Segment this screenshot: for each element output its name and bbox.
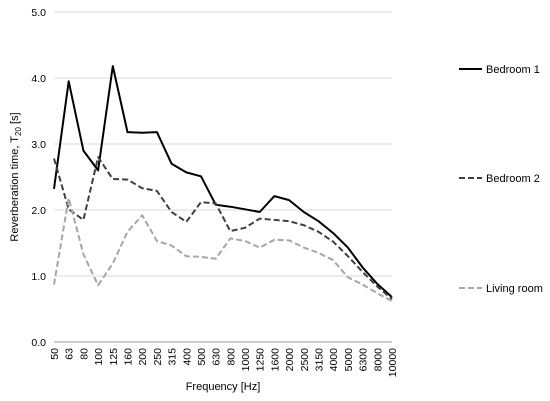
gridlines [54, 11, 392, 277]
legend-label: Bedroom 1 [486, 64, 540, 76]
x-tick-label: 2500 [299, 348, 311, 372]
x-tick-label: 1250 [255, 348, 267, 372]
x-tick-labels: 50 63 80 100 125 160 200 250 315 400 500 630 800 1000… [49, 348, 399, 377]
y-axis-title-unit: [s] [9, 112, 21, 127]
series-line-bedroom-2 [53, 156, 393, 300]
x-tick-label: 125 [108, 348, 120, 366]
x-tick-label: 500 [196, 348, 208, 366]
x-tick-label: 5000 [343, 348, 355, 372]
x-tick-label: 160 [122, 348, 134, 366]
series-lines [53, 65, 393, 302]
y-tick-label: 5.0 [31, 7, 46, 19]
series-line-bedroom-1 [53, 65, 393, 298]
y-tick-label: 2.0 [31, 205, 46, 217]
x-tick-label: 4000 [328, 348, 340, 372]
x-tick-label: 1000 [240, 348, 252, 372]
y-axis-title: Reverberation time, T20 [s] [9, 112, 23, 241]
x-tick-label: 3150 [314, 348, 326, 372]
x-tick-label: 6300 [358, 348, 370, 372]
legend: Bedroom 1 Bedroom 2 Living room [459, 64, 543, 295]
y-tick-label: 3.0 [31, 139, 46, 151]
x-tick-label: 2000 [284, 348, 296, 372]
y-tick-label: 0.0 [31, 337, 46, 349]
y-tick-label: 1.0 [31, 271, 46, 283]
x-tick-label: 200 [137, 348, 149, 366]
y-tick-labels: 0.0 1.0 2.0 3.0 4.0 5.0 [31, 7, 46, 349]
x-tick-label: 8000 [372, 348, 384, 372]
y-axis-title-main: Reverberation time, T [9, 136, 21, 242]
legend-label: Living room [486, 283, 543, 295]
x-axis-title: Frequency [Hz] [186, 381, 261, 393]
legend-label: Bedroom 2 [486, 173, 540, 185]
x-tick-label: 50 [49, 348, 61, 360]
x-tick-label: 10000 [387, 348, 399, 377]
y-tick-label: 4.0 [31, 73, 46, 85]
x-tick-label: 800 [225, 348, 237, 366]
x-tick-label: 80 [78, 348, 90, 360]
x-tick-label: 400 [181, 348, 193, 366]
series-line-living-room [53, 197, 393, 302]
x-tick-label: 630 [211, 348, 223, 366]
x-tick-label: 63 [64, 348, 76, 360]
x-tick-label: 1600 [269, 348, 281, 372]
x-tick-label: 250 [152, 348, 164, 366]
y-axis-title-subscript: 20 [14, 127, 23, 136]
x-tick-label: 100 [93, 348, 105, 366]
x-tick-label: 315 [167, 348, 179, 366]
